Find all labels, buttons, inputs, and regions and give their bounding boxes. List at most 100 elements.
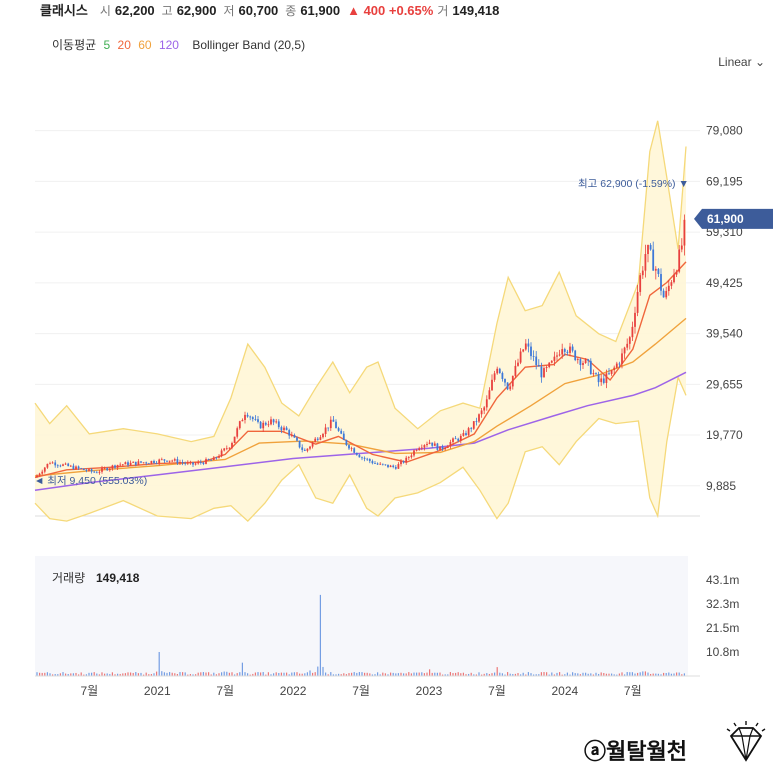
candle-body: [467, 428, 470, 436]
candle-body: [446, 446, 449, 449]
candle-body: [350, 448, 353, 450]
volume-bar: [449, 672, 451, 676]
candle-body: [189, 462, 192, 464]
candle-body: [36, 475, 38, 478]
volume-bar: [335, 674, 337, 676]
volume-value: 149,418: [452, 3, 500, 18]
candle-body: [371, 461, 374, 464]
volume-bar: [252, 673, 254, 676]
candle-body: [462, 433, 465, 436]
volume-bar: [46, 672, 48, 676]
volume-bar: [309, 670, 311, 676]
candle-body: [218, 456, 220, 458]
candle-body: [548, 362, 551, 368]
candle-body: [615, 363, 618, 368]
volume-bar: [210, 674, 212, 676]
volume-bar: [140, 672, 142, 676]
volume-bar: [637, 672, 639, 676]
candle-body: [153, 460, 155, 463]
candle-body: [509, 386, 512, 390]
candle-body: [59, 465, 62, 467]
candle-body: [119, 464, 122, 466]
candle-body: [51, 462, 54, 464]
ma-label[interactable]: 이동평균: [52, 38, 97, 52]
volume-bar: [348, 673, 350, 676]
candle-body: [322, 433, 324, 438]
volume-bar: [273, 673, 275, 676]
candle-body: [241, 419, 244, 422]
candle-body: [283, 427, 285, 431]
volume-bar: [202, 672, 204, 676]
volume-bar: [431, 672, 433, 676]
volume-bar: [218, 673, 220, 676]
volume-bar: [197, 672, 199, 676]
volume-bar: [413, 672, 415, 676]
volume-bar: [130, 672, 132, 676]
volume-bar: [85, 674, 87, 676]
candle-body: [673, 274, 675, 283]
candle-body: [155, 462, 158, 464]
volume-bar: [135, 672, 137, 676]
candle-body: [597, 374, 600, 383]
volume-bar: [228, 672, 230, 676]
candle-body: [254, 419, 257, 420]
candle-body: [540, 366, 543, 378]
volume-bar: [504, 674, 506, 676]
volume-bar: [80, 672, 82, 676]
ma60-label[interactable]: 60: [138, 38, 152, 52]
candle-body: [275, 421, 278, 423]
candle-body: [85, 470, 88, 471]
ma20-label[interactable]: 20: [117, 38, 131, 52]
candle-body: [405, 457, 408, 463]
scale-dropdown[interactable]: Linear ⌄: [718, 55, 765, 69]
volume-bar: [176, 673, 178, 676]
volume-bar: [306, 672, 308, 676]
candle-body: [90, 469, 93, 472]
ma5-label[interactable]: 5: [103, 38, 111, 52]
ma120-label[interactable]: 120: [158, 38, 179, 52]
volume-bar: [262, 672, 264, 676]
candle-body: [610, 370, 613, 374]
candle-body: [553, 356, 556, 361]
current-price-label: 61,900: [707, 212, 744, 226]
volume-bar: [364, 672, 366, 676]
candle-body: [197, 461, 200, 464]
candle-body: [675, 271, 678, 275]
candle-body: [101, 468, 103, 472]
volume-bar: [418, 672, 420, 676]
bollinger-upper-line: [34, 120, 687, 443]
volume-bar: [434, 672, 436, 676]
candle-body: [608, 373, 610, 375]
volume-bar: [169, 672, 171, 676]
candle-body: [345, 440, 348, 446]
volume-bar: [88, 672, 90, 676]
candle-body: [355, 452, 358, 455]
indicator-legend: 이동평균 5 20 60 120 Bollinger Band (20,5): [52, 36, 309, 53]
volume-bar: [62, 672, 64, 676]
candle-body: [114, 465, 116, 468]
volume-bar: [174, 673, 176, 676]
candle-body: [137, 461, 140, 465]
volume-bar: [208, 672, 210, 676]
bollinger-label[interactable]: Bollinger Band (20,5): [192, 38, 306, 52]
candle-body: [233, 436, 236, 443]
candle-body: [272, 419, 275, 423]
candle-body: [582, 363, 584, 366]
candle-body: [413, 450, 415, 456]
volume-bar: [270, 674, 272, 676]
candle-body: [634, 312, 636, 327]
candle-body: [361, 457, 363, 459]
volume-bar: [582, 672, 584, 676]
candle-body: [628, 337, 631, 344]
candle-body: [595, 373, 597, 375]
candle-body: [407, 457, 410, 458]
volume-bar: [356, 672, 358, 676]
candle-body: [524, 343, 527, 350]
candle-body: [335, 421, 337, 429]
candle-body: [423, 445, 426, 448]
watermark-text: ⓐ월탈월천: [584, 739, 687, 764]
candle-body: [93, 471, 96, 473]
volume-bar: [631, 672, 633, 676]
volume-tick-label: 10.8m: [706, 645, 739, 659]
